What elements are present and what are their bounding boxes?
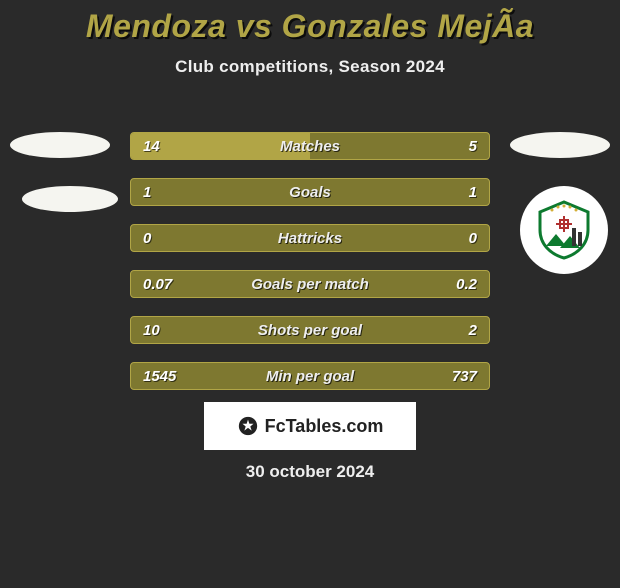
player-left-avatar-placeholder-2 bbox=[22, 186, 118, 212]
branding-text: FcTables.com bbox=[265, 416, 384, 437]
stat-row: 10Shots per goal2 bbox=[130, 316, 490, 344]
subtitle: Club competitions, Season 2024 bbox=[0, 57, 620, 77]
stat-label: Goals per match bbox=[131, 276, 489, 293]
club-crest-icon bbox=[532, 198, 596, 262]
branding-bar: FcTables.com bbox=[204, 402, 416, 450]
stat-row: 0.07Goals per match0.2 bbox=[130, 270, 490, 298]
stat-label: Min per goal bbox=[131, 368, 489, 385]
player-left-avatar-placeholder-1 bbox=[10, 132, 110, 158]
stat-label: Hattricks bbox=[131, 230, 489, 247]
fctables-icon bbox=[237, 415, 259, 437]
page-title: Mendoza vs Gonzales MejÃa bbox=[0, 8, 620, 45]
stat-label: Matches bbox=[131, 138, 489, 155]
stat-label: Shots per goal bbox=[131, 322, 489, 339]
stat-row: 14Matches5 bbox=[130, 132, 490, 160]
player-right-avatar-placeholder bbox=[510, 132, 610, 158]
stat-row: 0Hattricks0 bbox=[130, 224, 490, 252]
team-badge-right bbox=[520, 186, 608, 274]
stat-label: Goals bbox=[131, 184, 489, 201]
stat-row: 1545Min per goal737 bbox=[130, 362, 490, 390]
stats-container: 14Matches5 1Goals1 0Hattricks0 0.07Goals pe… bbox=[130, 132, 490, 408]
stat-row: 1Goals1 bbox=[130, 178, 490, 206]
date: 30 october 2024 bbox=[0, 462, 620, 482]
